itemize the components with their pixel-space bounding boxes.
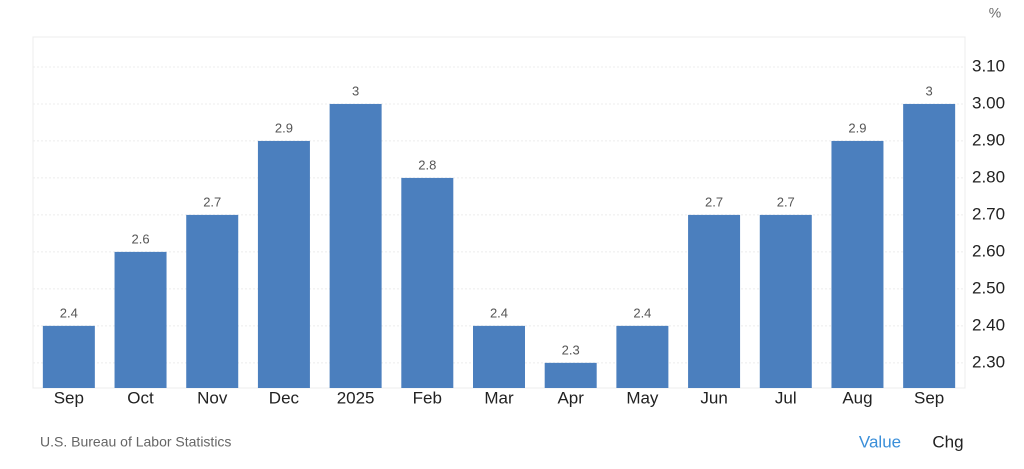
bar <box>42 325 95 388</box>
x-tick-label: Oct <box>127 388 154 407</box>
value-label: 2.9 <box>848 120 866 135</box>
value-label: 2.7 <box>777 194 795 209</box>
value-toggle[interactable]: Value <box>859 432 901 451</box>
chg-toggle[interactable]: Chg <box>932 432 963 451</box>
bar <box>831 140 884 388</box>
bar <box>903 103 956 389</box>
y-tick-label: 2.40 <box>972 315 1005 334</box>
y-tick-label: 2.30 <box>972 352 1005 371</box>
value-label: 2.8 <box>418 157 436 172</box>
value-label: 2.9 <box>275 120 293 135</box>
y-tick-label: 2.60 <box>972 241 1005 260</box>
y-tick-label: 2.70 <box>972 204 1005 223</box>
y-tick-label: 2.50 <box>972 278 1005 297</box>
x-tick-label: Feb <box>413 388 442 407</box>
x-tick-label: May <box>626 388 659 407</box>
bar <box>473 325 525 388</box>
bar <box>257 140 310 388</box>
x-tick-label: Jul <box>775 388 797 407</box>
bar <box>759 214 812 388</box>
bar <box>616 325 669 388</box>
x-tick-label: 2025 <box>337 388 375 407</box>
y-tick-label: 2.80 <box>972 167 1005 186</box>
value-label: 2.7 <box>203 194 221 209</box>
y-tick-label: 2.90 <box>972 130 1005 149</box>
x-tick-label: Dec <box>269 388 300 407</box>
bar <box>329 103 382 389</box>
value-label: 2.4 <box>490 305 508 320</box>
value-label: 3 <box>352 83 359 98</box>
value-label: 2.4 <box>60 305 78 320</box>
x-tick-label: Mar <box>484 388 514 407</box>
bar <box>688 214 741 388</box>
x-tick-label: Aug <box>842 388 872 407</box>
x-tick-label: Apr <box>557 388 584 407</box>
unit-label: % <box>989 5 1001 21</box>
y-tick-label: 3.10 <box>972 56 1005 75</box>
x-tick-label: Nov <box>197 388 228 407</box>
value-label: 3 <box>926 83 933 98</box>
bar <box>544 362 597 388</box>
value-label: 2.6 <box>131 231 149 246</box>
x-tick-label: Sep <box>54 388 84 407</box>
bar <box>186 214 239 388</box>
source: U.S. Bureau of Labor Statistics <box>40 434 231 450</box>
bar <box>114 251 167 388</box>
value-label: 2.3 <box>562 342 580 357</box>
x-tick-label: Sep <box>914 388 944 407</box>
y-tick-label: 3.00 <box>972 93 1005 112</box>
bar <box>401 177 454 388</box>
value-label: 2.4 <box>633 305 651 320</box>
x-tick-label: Jun <box>700 388 727 407</box>
value-label: 2.7 <box>705 194 723 209</box>
